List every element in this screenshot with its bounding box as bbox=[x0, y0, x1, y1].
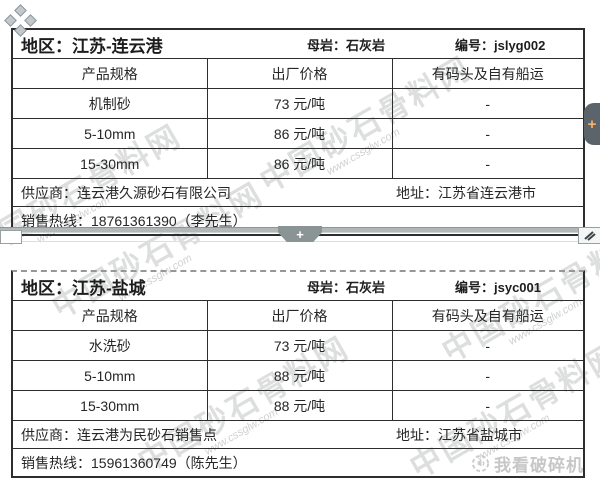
cell-price: 88 元/吨 bbox=[206, 360, 393, 391]
cell-shipping: - bbox=[391, 118, 583, 149]
cell-shipping: - bbox=[391, 148, 583, 179]
brand-label: 我看破碎机 bbox=[494, 456, 584, 475]
cell-spec: 机制砂 bbox=[13, 88, 208, 119]
cell-price: 88 元/吨 bbox=[206, 390, 393, 421]
code-label: 编号：jsyc001 bbox=[455, 279, 541, 295]
move-arrow-left-icon bbox=[4, 14, 17, 27]
move-arrow-up-icon bbox=[14, 4, 27, 17]
cell-spec: 15-30mm bbox=[13, 148, 208, 179]
plus-icon: + bbox=[587, 115, 597, 133]
cell-shipping: - bbox=[391, 88, 583, 119]
diagonal-resize-icon bbox=[584, 231, 596, 241]
table-row: 5-10mm 88 元/吨 - bbox=[13, 360, 583, 391]
supplier-row: 供应商：连云港为民砂石销售点 地址：江苏省盐城市 bbox=[13, 421, 583, 449]
supplier-label: 供应商：连云港久源砂石有限公司 bbox=[21, 184, 231, 201]
col-header-shipping: 有码头及自有船运 bbox=[391, 59, 583, 89]
col-header-price: 出厂价格 bbox=[206, 59, 393, 89]
supplier-label: 供应商：连云港为民砂石销售点 bbox=[21, 426, 217, 443]
cell-spec: 水洗砂 bbox=[13, 330, 208, 361]
cell-spec: 5-10mm bbox=[13, 360, 208, 391]
card-header: 地区：江苏-盐城 母岩：石灰岩 编号：jsyc001 bbox=[13, 272, 583, 301]
cell-price: 73 元/吨 bbox=[206, 330, 393, 361]
region-label: 地区：江苏-盐城 bbox=[21, 278, 146, 298]
price-card-lianyungang: 地区：江苏-连云港 母岩：石灰岩 编号：jslyg002 产品规格 出厂价格 有… bbox=[11, 28, 585, 236]
address-label: 地址：江苏省盐城市 bbox=[396, 426, 522, 443]
resize-handle[interactable] bbox=[578, 227, 600, 244]
cell-spec: 5-10mm bbox=[13, 118, 208, 149]
col-header-spec: 产品规格 bbox=[13, 301, 208, 331]
hotline-row: 销售热线：15961360749（陈先生） bbox=[13, 449, 583, 476]
move-arrow-right-icon bbox=[24, 14, 37, 27]
hotline-row: 销售热线：18761361390（李先生） bbox=[13, 207, 583, 234]
insert-plus-button[interactable]: + bbox=[278, 226, 322, 242]
table-row: 机制砂 73 元/吨 - bbox=[13, 88, 583, 119]
table-header-row: 产品规格 出厂价格 有码头及自有船运 bbox=[13, 301, 583, 331]
col-header-spec: 产品规格 bbox=[13, 59, 208, 89]
cell-spec: 15-30mm bbox=[13, 390, 208, 421]
cell-price: 86 元/吨 bbox=[206, 148, 393, 179]
cell-shipping: - bbox=[391, 360, 583, 391]
megaphone-icon bbox=[471, 454, 490, 473]
table-move-handle-icon[interactable] bbox=[4, 4, 37, 37]
code-label: 编号：jslyg002 bbox=[455, 37, 546, 53]
brand-watermark: 我看破碎机 bbox=[471, 451, 584, 476]
table-header-row: 产品规格 出厂价格 有码头及自有船运 bbox=[13, 59, 583, 89]
cell-price: 73 元/吨 bbox=[206, 88, 393, 119]
plus-icon: + bbox=[296, 226, 304, 242]
address-label: 地址：江苏省连云港市 bbox=[396, 184, 536, 201]
table-row: 5-10mm 86 元/吨 - bbox=[13, 118, 583, 149]
cell-shipping: - bbox=[391, 390, 583, 421]
region-label: 地区：江苏-连云港 bbox=[21, 36, 163, 56]
table-row: 15-30mm 86 元/吨 - bbox=[13, 148, 583, 179]
cell-price: 86 元/吨 bbox=[206, 118, 393, 149]
rock-type-label: 母岩：石灰岩 bbox=[307, 37, 386, 53]
side-plus-button[interactable]: + bbox=[584, 103, 600, 145]
divider-left-handle[interactable] bbox=[0, 230, 22, 244]
move-arrow-down-icon bbox=[14, 24, 27, 37]
cell-shipping: - bbox=[391, 330, 583, 361]
table-row: 15-30mm 88 元/吨 - bbox=[13, 390, 583, 421]
table-row: 水洗砂 73 元/吨 - bbox=[13, 330, 583, 361]
col-header-shipping: 有码头及自有船运 bbox=[391, 301, 583, 331]
rock-type-label: 母岩：石灰岩 bbox=[307, 279, 386, 295]
hotline-label: 销售热线：15961360749（陈先生） bbox=[21, 454, 247, 471]
price-card-yancheng: 地区：江苏-盐城 母岩：石灰岩 编号：jsyc001 产品规格 出厂价格 有码头… bbox=[11, 270, 585, 478]
price-table: 产品规格 出厂价格 有码头及自有船运 机制砂 73 元/吨 - 5-10mm 8… bbox=[13, 59, 583, 179]
hotline-label: 销售热线：18761361390（李先生） bbox=[21, 212, 247, 229]
col-header-price: 出厂价格 bbox=[206, 301, 393, 331]
price-table: 产品规格 出厂价格 有码头及自有船运 水洗砂 73 元/吨 - 5-10mm 8… bbox=[13, 301, 583, 421]
supplier-row: 供应商：连云港久源砂石有限公司 地址：江苏省连云港市 bbox=[13, 179, 583, 207]
card-header: 地区：江苏-连云港 母岩：石灰岩 编号：jslyg002 bbox=[13, 30, 583, 59]
